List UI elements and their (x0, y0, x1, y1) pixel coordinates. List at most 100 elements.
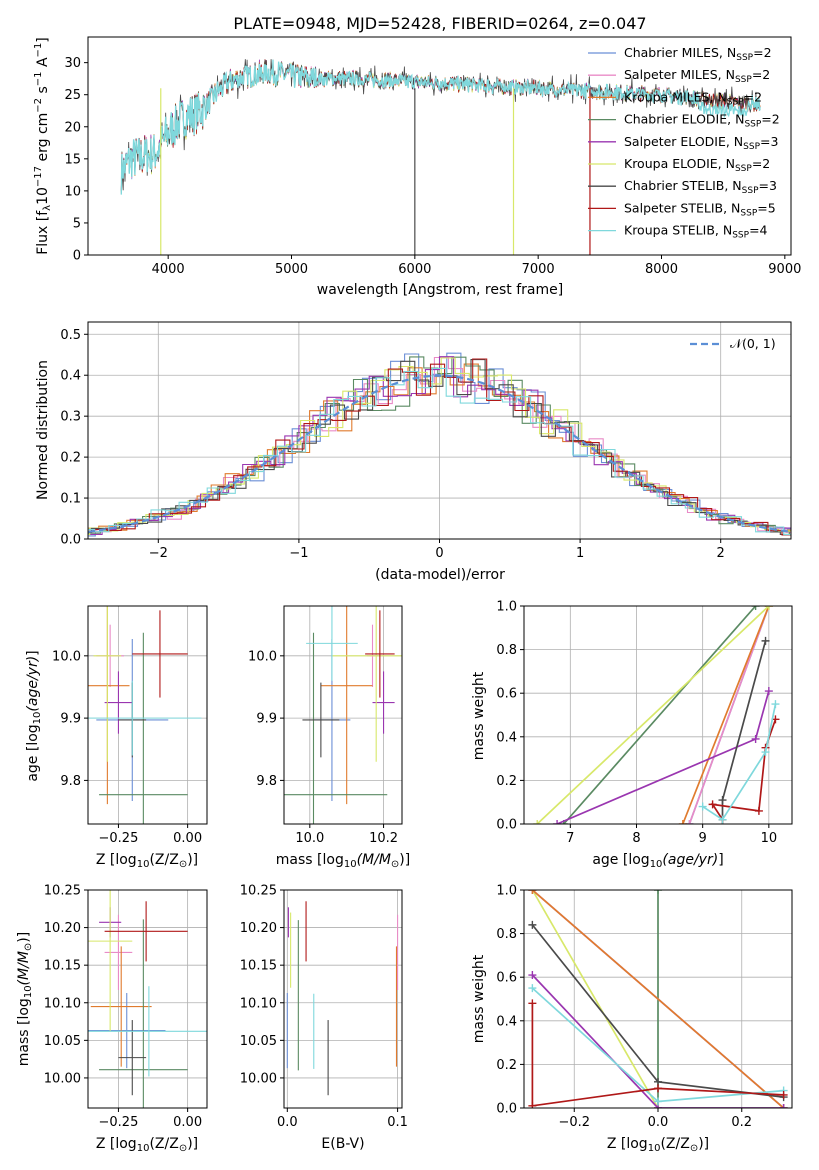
age-vs-metallicity-panel: −0.25 0.00 9.8 9.9 10.0 Z [log10(Z/Z⊙)] age … (25, 605, 208, 870)
mass-vs-ebv-ytick-label: 10.15 (240, 959, 277, 974)
weight-marker (764, 606, 773, 610)
weight-z-ylabel: mass weight (471, 954, 487, 1043)
mass-vs-metallicity-xtick-label: −0.25 (99, 1115, 139, 1130)
mass-weight-vs-age-xtick-label: 7 (566, 831, 574, 846)
mass-weight-vs-metallicity-panel: −0.2 0.0 0.2 0.0 0.2 0.4 0.6 0.8 1.0 Z [log10(Z/… (471, 884, 793, 1154)
histogram-series (88, 367, 791, 536)
weight-marker (761, 636, 770, 645)
weight-marker (685, 820, 694, 824)
age-vs-metallicity-ytick-label: 10.0 (52, 649, 81, 664)
mass-vs-metallicity-panel: −0.25 0.0010.0010.0510.1010.1510.2010.25 … (16, 884, 208, 1154)
axes-frame (283, 889, 403, 1109)
weight-series-line (563, 606, 757, 824)
weight-marker (533, 820, 542, 824)
age-z-xlabel: Z [log10(Z/Z⊙)] (96, 852, 198, 870)
axes-frame (283, 605, 403, 825)
spectrum-title: PLATE=0948, MJD=52428, FIBERID=0264, z=0… (233, 14, 646, 33)
weight-marker (779, 1090, 788, 1099)
weight-series-line (531, 890, 659, 1108)
mass-weight-vs-age-xtick-label: 10 (761, 831, 778, 846)
spectrum-ytick-label: 15 (64, 152, 81, 167)
histogram-xtick-label: 2 (717, 546, 725, 561)
weight-marker (654, 1084, 662, 1093)
weight-marker (764, 687, 773, 696)
histogram-ytick-label: 0.1 (60, 492, 81, 507)
spectrum-ytick-label: 10 (64, 184, 81, 199)
weight-marker (553, 820, 562, 824)
weight-marker (771, 700, 780, 709)
weight-marker (754, 806, 763, 815)
legend-entry-label: Salpeter MILES, NSSP=2 (624, 67, 770, 85)
legend-entry-label: Chabrier ELODIE, NSSP=2 (624, 112, 780, 130)
histogram-xlabel: (data-model)/error (375, 567, 505, 583)
axes-frame (523, 889, 793, 1109)
weight-series-line (531, 974, 784, 1108)
mass-weight-vs-age-ytick-label: 0.2 (496, 774, 517, 789)
spectrum-lines (120, 59, 761, 255)
age-vs-metallicity-xtick-label: −0.25 (99, 831, 139, 846)
mass-vs-ebv-ytick-label: 10.00 (240, 1071, 277, 1086)
mass-vs-ebv-ytick-label: 10.10 (240, 996, 277, 1011)
legend-entry-label: Chabrier STELIB, NSSP=3 (624, 178, 777, 196)
spectrum-ytick-label: 30 (64, 56, 81, 71)
weight-marker (718, 815, 727, 824)
spectrum-ylabel: Flux [fλ10−17 erg cm−2 s−1 A−1] (33, 37, 53, 255)
weight-lines (528, 890, 788, 1108)
legend-entry-label: Kroupa STELIB, NSSP=4 (624, 223, 768, 241)
mass-vs-metallicity-ytick-label: 10.00 (44, 1071, 81, 1086)
mass-vs-ebv-xtick-label: 0.0 (277, 1115, 298, 1130)
axes-frame (87, 321, 792, 540)
age-vs-mass-panel: 10.0 10.2 9.8 9.9 10.0 mass [log10(M/M⊙)] (248, 605, 410, 870)
histogram-xtick-label: −2 (149, 546, 168, 561)
spectrum-ytick-label: 20 (64, 120, 81, 135)
mass-weight-vs-metallicity-xtick-label: 0.0 (648, 1115, 669, 1130)
mass-vs-metallicity-ytick-label: 10.20 (44, 921, 81, 936)
mass-vs-metallicity-ytick-label: 10.25 (44, 884, 81, 899)
weight-marker (698, 802, 707, 811)
mass-weight-vs-metallicity-ytick-label: 0.4 (496, 1014, 517, 1029)
gaussian-reference-curve (88, 374, 791, 533)
age-mass-xlabel: mass [log10(M/M⊙)] (276, 852, 410, 870)
weight-marker (528, 1101, 537, 1108)
mass-weight-vs-metallicity-ytick-label: 0.0 (496, 1102, 517, 1117)
mass-weight-vs-metallicity-ytick-label: 1.0 (496, 884, 517, 899)
spectrum-legend: Chabrier MILES, NSSP=2 Salpeter MILES, NS… (588, 45, 780, 241)
histogram-series (88, 357, 791, 535)
histogram-panel: −2 −1 0 1 2 0.0 0.1 0.2 0.3 0.4 0.5 (data-model)/e… (35, 321, 792, 583)
mass-vs-ebv-panel: 0.0 0.1 10.00 10.05 10.10 10.15 10.20 10.25 E(B… (240, 884, 408, 1153)
errorbars (88, 606, 202, 824)
histogram-xtick-label: 1 (576, 546, 584, 561)
weight-series-line (536, 606, 770, 824)
mass-weight-vs-age-xtick-label: 8 (632, 831, 640, 846)
histogram-xtick-label: 0 (435, 546, 443, 561)
mass-weight-vs-metallicity-xtick-label: 0.2 (731, 1115, 752, 1130)
legend-entry-label: Salpeter ELODIE, NSSP=3 (624, 134, 778, 152)
age-vs-mass-ytick-label: 9.9 (256, 712, 277, 727)
weight-series-line (688, 606, 770, 824)
spectrum-ytick-label: 5 (73, 216, 81, 231)
spectrum-xtick-label: 6000 (398, 262, 431, 277)
legend-gaussian-label: 𝒩(0, 1) (730, 336, 776, 351)
spectrum-panel: PLATE=0948, MJD=52428, FIBERID=0264, z=0… (33, 14, 801, 298)
mass-ylabel: mass [log10(M/M⊙)] (16, 932, 34, 1066)
histogram-ytick-label: 0.5 (60, 328, 81, 343)
histogram-plot-area: −2 −1 0 1 2 0.0 0.1 0.2 0.3 0.4 0.5 (60, 321, 792, 561)
axes-frame (523, 605, 793, 825)
spectrum-xtick-label: 5000 (275, 262, 308, 277)
histogram-legend: 𝒩(0, 1) (690, 336, 776, 351)
histogram-ytick-label: 0.2 (60, 451, 81, 466)
weight-z-xlabel: Z [log10(Z/Z⊙)] (607, 1136, 709, 1154)
mass-vs-ebv-ytick-label: 10.25 (240, 884, 277, 899)
weight-series-line (531, 890, 785, 1108)
histogram-ylabel: Normed distribution (35, 360, 51, 500)
errorbars (284, 606, 402, 824)
age-vs-metallicity-xtick-label: 0.00 (173, 831, 202, 846)
weight-marker (528, 984, 537, 993)
weight-marker (654, 1097, 662, 1106)
axes-frame (87, 605, 208, 825)
mass-weight-vs-age-xtick-label: 9 (699, 831, 707, 846)
mass-weight-vs-age-ytick-label: 0.0 (496, 818, 517, 833)
mass-weight-vs-age-ytick-label: 1.0 (496, 600, 517, 615)
errorbars (88, 890, 207, 1108)
weight-age-xlabel: age [log10(age/yr)] (592, 852, 723, 870)
